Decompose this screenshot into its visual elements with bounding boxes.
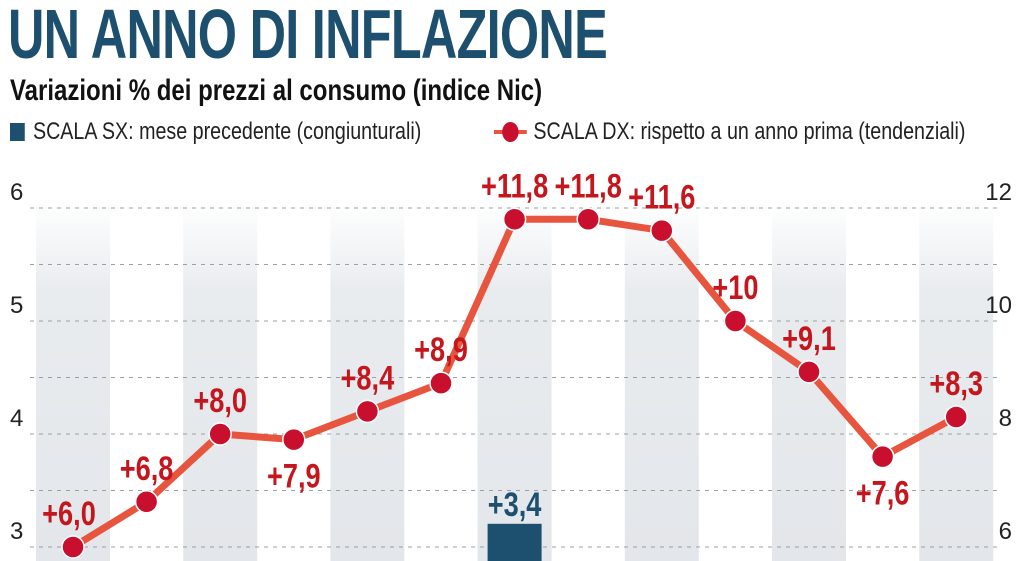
line-data-label: +8,0 (193, 381, 247, 420)
line-data-label: +11,8 (555, 166, 622, 205)
chart-subtitle: Variazioni % dei prezzi al consumo (indi… (10, 74, 543, 107)
line-data-label: +8,3 (929, 364, 983, 403)
line-data-label: +10 (712, 268, 758, 307)
line-data-label: +8,4 (341, 358, 395, 397)
line-data-label: +6,0 (42, 494, 96, 533)
line-data-label: +7,6 (856, 474, 910, 513)
left-axis-tick-label: 5 (10, 292, 23, 319)
legend-line-swatch (494, 122, 527, 142)
line-data-label: +11,6 (628, 178, 695, 217)
left-axis-tick-label: 3 (10, 518, 23, 545)
legend-item-bar: SCALA SX: mese precedente (congiunturali… (10, 118, 421, 146)
background-stripe (36, 200, 110, 561)
right-axis-tick-label: 6 (999, 518, 1012, 545)
chart-title: UN ANNO DI INFLAZIONE (8, 0, 608, 73)
line-marker (576, 207, 600, 232)
line-data-label: +8,9 (414, 330, 468, 369)
line-marker (61, 535, 85, 559)
left-axis-tick-label: 6 (10, 179, 23, 206)
line-data-label: +6,8 (120, 449, 174, 488)
left-axis-tick-label: 4 (10, 405, 23, 432)
line-marker (429, 371, 453, 395)
background-stripe (477, 200, 552, 561)
legend-item-line: SCALA DX: rispetto a un anno prima (tend… (494, 118, 965, 146)
legend-line-label: SCALA DX: rispetto a un anno prima (tend… (533, 118, 966, 145)
line-data-label: +7,9 (267, 457, 321, 496)
bar-data-label: +3,4 (488, 485, 542, 524)
line-data-label: +9,1 (782, 319, 836, 358)
line-marker (282, 427, 306, 452)
line-marker (355, 399, 380, 424)
line-marker (723, 309, 748, 333)
line-marker (208, 422, 232, 446)
line-marker (797, 360, 821, 384)
right-axis-tick-label: 10 (985, 292, 1012, 319)
bar (487, 523, 542, 561)
line-marker (502, 207, 527, 232)
background-stripe (183, 200, 258, 561)
line-marker (944, 405, 968, 429)
line-data-label: +11,8 (481, 166, 548, 205)
background-stripe (919, 200, 994, 561)
background-stripe (330, 200, 405, 561)
legend-bar-label: SCALA SX: mese precedente (congiunturali… (32, 118, 422, 145)
legend-bar-swatch (10, 123, 25, 141)
right-axis-tick-label: 12 (985, 179, 1012, 206)
line-marker (650, 218, 674, 243)
line-marker (870, 444, 895, 469)
right-axis-tick-label: 8 (999, 405, 1012, 432)
background-stripe (624, 200, 699, 561)
line-marker (134, 490, 159, 514)
